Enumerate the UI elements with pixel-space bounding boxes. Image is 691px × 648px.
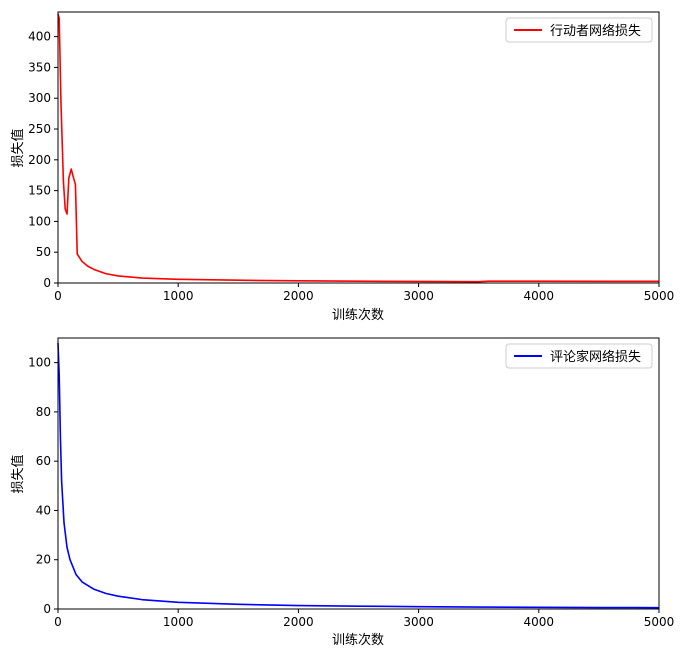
series-line: [57, 342, 660, 609]
y-tick-label: 250: [28, 122, 51, 136]
x-tick-label: 0: [54, 615, 62, 629]
y-axis-label: 损失值: [10, 128, 26, 167]
x-tick-label: 4000: [524, 289, 555, 303]
y-tick-label: 100: [28, 214, 51, 228]
y-tick-label: 50: [36, 245, 51, 259]
plot-area: [58, 338, 659, 609]
y-tick-label: 80: [36, 405, 51, 419]
legend-label: 评论家网络损失: [550, 349, 641, 365]
legend-label: 行动者网络损失: [550, 23, 641, 39]
x-tick-label: 3000: [403, 289, 434, 303]
y-tick-label: 200: [28, 153, 51, 167]
legend-box: [505, 17, 653, 43]
y-tick-label: 0: [43, 602, 51, 616]
y-tick-label: 100: [28, 356, 51, 370]
series-line: [57, 13, 660, 283]
x-tick-label: 2000: [283, 289, 314, 303]
plot-area: [58, 12, 659, 283]
y-tick-label: 400: [28, 30, 51, 44]
subplot-critic: 0 1000 2000 3000 4000 5000 0 20 40 60 80 100 训练次数 损…: [10, 337, 674, 648]
y-tick-label: 150: [28, 184, 51, 198]
y-tick-label: 0: [43, 276, 51, 290]
x-tick-label: 4000: [524, 615, 555, 629]
x-tick-label: 1000: [163, 289, 194, 303]
x-tick-label: 3000: [403, 615, 434, 629]
axes-frame: [57, 11, 660, 284]
tick-layer: 0 1000 2000 3000 4000 5000 0 20 40 60 80 100: [28, 356, 674, 629]
x-tick-label: 5000: [644, 289, 675, 303]
x-tick-label: 5000: [644, 615, 675, 629]
y-tick-label: 60: [36, 454, 51, 468]
axes-frame: [57, 337, 660, 610]
y-tick-label: 40: [36, 503, 51, 517]
series-layer: [57, 342, 660, 609]
series-layer: [57, 13, 660, 283]
x-axis-label: 训练次数: [332, 632, 384, 648]
legend: 行动者网络损失: [505, 17, 653, 43]
x-axis-label: 训练次数: [332, 307, 384, 323]
y-tick-label: 20: [36, 553, 51, 567]
legend: 评论家网络损失: [505, 343, 653, 369]
tick-layer: 0 1000 2000 3000 4000 5000 0 50 100 150 200 250 300 3…: [28, 30, 674, 303]
y-tick-label: 350: [28, 60, 51, 74]
y-axis-label: 损失值: [10, 454, 26, 493]
subplot-actor: 0 1000 2000 3000 4000 5000 0 50 100 150 200 250 300 3…: [10, 11, 674, 323]
y-tick-label: 300: [28, 91, 51, 105]
x-tick-label: 0: [54, 289, 62, 303]
x-tick-label: 1000: [163, 615, 194, 629]
x-tick-label: 2000: [283, 615, 314, 629]
legend-box: [505, 343, 653, 369]
